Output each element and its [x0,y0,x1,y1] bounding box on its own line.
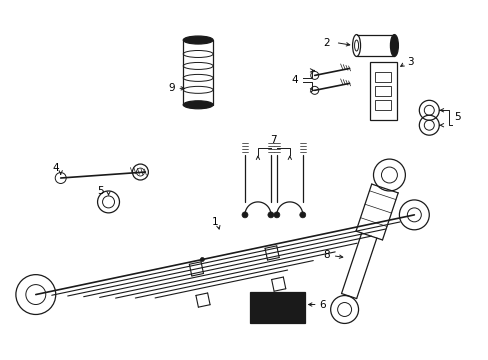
Text: 4: 4 [290,75,297,85]
Text: 4: 4 [52,163,59,173]
Circle shape [273,212,279,218]
Ellipse shape [389,35,398,57]
Text: 6: 6 [319,300,325,310]
Circle shape [299,212,305,218]
Text: 2: 2 [323,37,329,48]
Bar [249,292,304,323]
Circle shape [267,212,273,218]
Circle shape [242,212,247,218]
Bar [369,62,397,120]
Bar [375,72,390,82]
Text: 7: 7 [270,135,277,145]
Circle shape [200,257,204,261]
Bar [375,100,390,110]
Text: 5: 5 [453,112,460,122]
Text: 9: 9 [168,84,175,93]
Text: 3: 3 [407,58,413,67]
Text: 5: 5 [97,186,103,196]
Ellipse shape [183,36,213,44]
Text: 1: 1 [211,217,218,227]
Bar [375,86,390,96]
Ellipse shape [183,101,213,109]
Text: 8: 8 [323,250,329,260]
